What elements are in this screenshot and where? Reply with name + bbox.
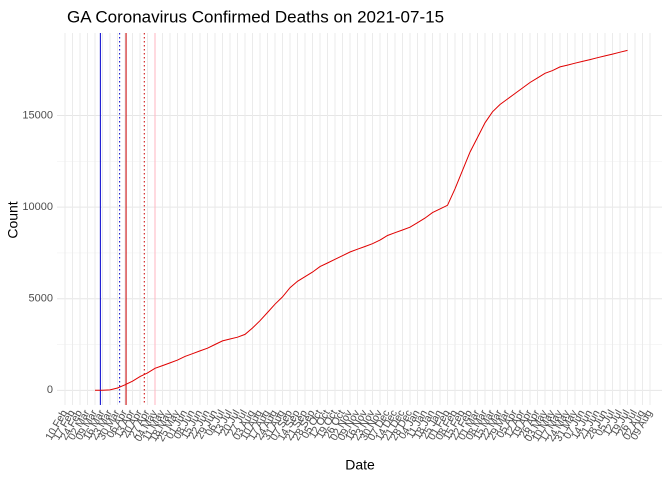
y-axis-title: Count — [5, 201, 21, 238]
y-tick-label: 10000 — [22, 201, 53, 213]
y-tick-label: 15000 — [22, 109, 53, 121]
x-axis-title: Date — [345, 457, 375, 473]
chart-title: GA Coronavirus Confirmed Deaths on 2021-… — [67, 7, 444, 26]
y-tick-label: 0 — [47, 384, 53, 396]
y-tick-label: 5000 — [29, 293, 53, 305]
data-line — [95, 49, 628, 391]
